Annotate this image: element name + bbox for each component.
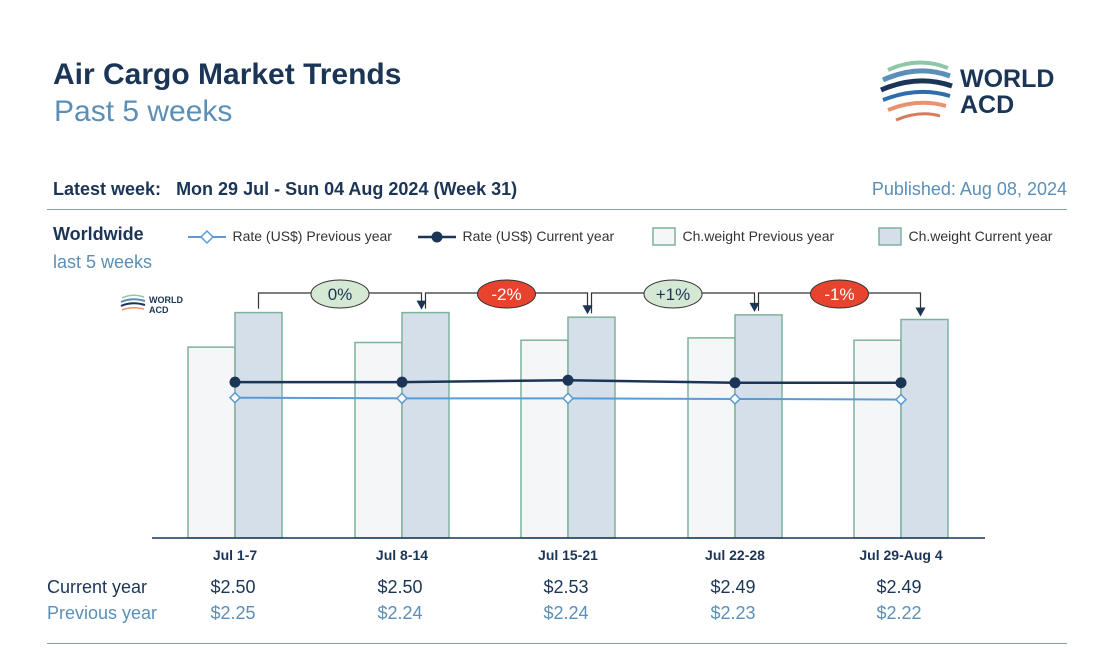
logo-swoosh-icon [880,60,953,122]
table-cell-previous: $2.25 [210,603,256,623]
category-label: Jul 15-21 [538,547,598,563]
point-rate-previous [561,392,575,405]
change-arrow-icon [416,300,427,310]
point-rate-previous [894,393,908,406]
page-title: Air Cargo Market Trends [53,58,402,91]
table-cell-previous: $2.22 [876,603,922,623]
point-rate-current [229,376,241,388]
table-cell-current: $2.53 [543,577,589,597]
point-rate-current [562,374,574,386]
legend-label: Rate (US$) Current year [462,228,615,245]
legend-label: Ch.weight Previous year [682,228,835,245]
chart-watermark-logo: WORLD ACD [120,292,190,323]
table-cell-current: $2.49 [876,577,922,597]
change-label: 0% [328,285,353,304]
bar-weight-current [567,316,616,539]
legend-label: Ch.weight Current year [908,228,1053,245]
legend-rate-current: Rate (US$) Current year [418,227,614,247]
bottom-divider [47,643,1067,644]
point-rate-previous [728,392,742,406]
bar-weight-current [401,311,450,539]
logo-text: WORLD ACD [960,65,1055,119]
latest-week-label: Latest week: [53,179,162,199]
change-badge [810,279,869,309]
box-icon [878,227,902,246]
table-cell-current: $2.50 [377,577,423,597]
chart-area: Jul 1-7 Jul 8-14 Jul 15-21 Jul 22-28 Jul 29-… [152,279,985,563]
legend-rate-previous: Rate (US$) Previous year [188,227,392,247]
bar-weight-previous [354,341,403,539]
latest-week-value: Mon 29 Jul - Sun 04 Aug 2024 (Week 31) [176,179,518,199]
change-label: -2% [491,285,521,304]
table-cell-current: $2.49 [710,577,756,597]
change-badge [310,279,370,309]
top-divider [47,209,1067,210]
change-arrow-icon [749,302,760,312]
change-badge [477,279,536,309]
world-acd-logo: WORLD ACD [878,58,1078,128]
point-rate-current [396,376,408,388]
bar-weight-current [900,318,949,539]
bar-weight-previous [687,337,736,539]
bar-weight-current [734,314,783,539]
legend-weight-previous: Ch.weight Previous year [652,227,834,247]
current-year-label: Current year [47,577,148,597]
page-subtitle: Past 5 weeks [54,95,233,128]
category-label: Jul 29-Aug 4 [859,547,942,563]
change-label: +1% [656,285,691,304]
category-label: Jul 8-14 [376,547,428,563]
latest-week-row: Latest week: Mon 29 Jul - Sun 04 Aug 202… [53,179,517,200]
change-arrow-icon [915,307,926,317]
box-icon [652,227,676,246]
bar-weight-previous [187,346,236,539]
change-arrow-icon [582,305,593,315]
table-cell-previous: $2.23 [710,603,756,623]
legend-label: Rate (US$) Previous year [232,228,392,245]
table-cell-current: $2.50 [210,577,256,597]
legend-weight-current: Ch.weight Current year [878,227,1052,247]
point-rate-previous [228,391,242,404]
published-date: Published: Aug 08, 2024 [871,179,1067,199]
svg-text:WORLD: WORLD [149,295,183,305]
region-name: Worldwide [53,224,144,244]
logo-swoosh-icon: WORLD ACD [120,294,183,315]
table-cell-previous: $2.24 [543,603,589,623]
change-label: -1% [824,285,854,304]
bar-weight-previous [853,339,902,539]
change-badge [643,279,703,309]
svg-text:ACD: ACD [149,305,169,315]
line-dot-icon [418,231,456,243]
bar-weight-current [234,311,283,539]
point-rate-current [895,377,907,389]
region-period: last 5 weeks [53,252,153,272]
previous-year-label: Previous year [47,603,158,623]
line-diamond-icon [188,229,226,245]
table-cell-previous: $2.24 [377,603,423,623]
category-label: Jul 22-28 [705,547,765,563]
bar-weight-previous [520,339,569,539]
category-label: Jul 1-7 [213,547,258,563]
point-rate-current [729,377,741,389]
point-rate-previous [395,392,409,405]
